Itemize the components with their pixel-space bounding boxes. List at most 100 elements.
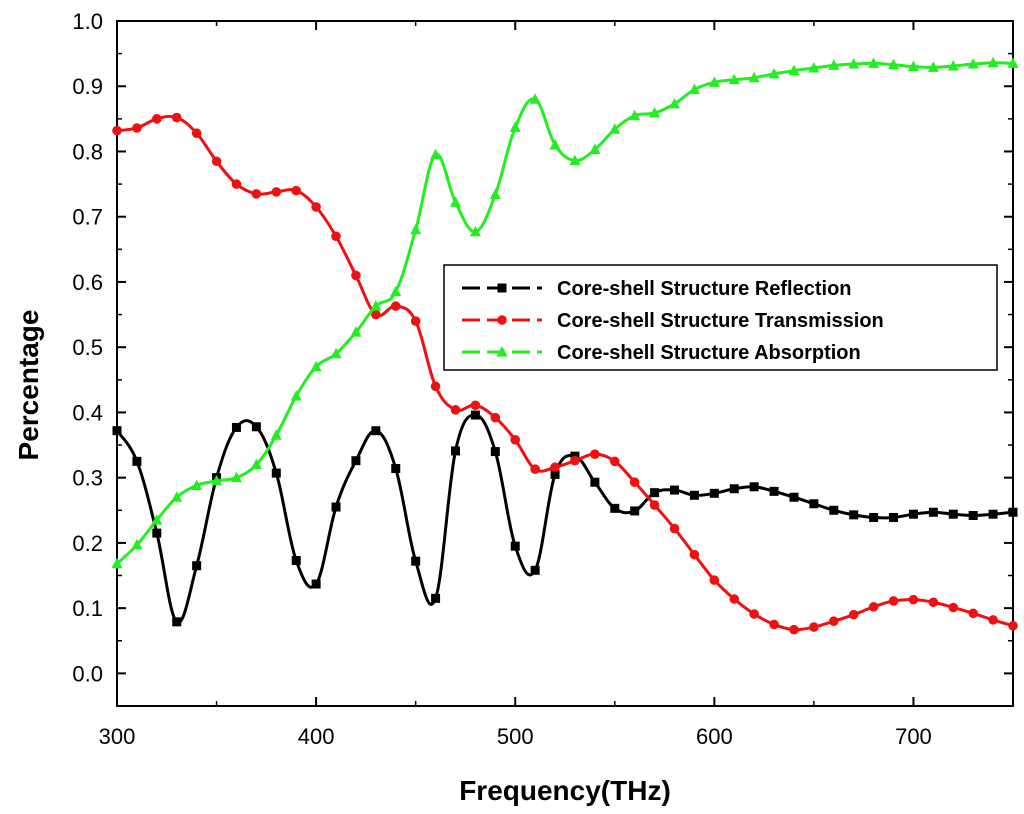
series-line-reflection: [115, 413, 1014, 624]
data-point-absorption: [151, 514, 163, 525]
data-point-absorption: [111, 557, 123, 569]
series-line-transmission: [116, 114, 1014, 632]
data-point-absorption: [768, 67, 780, 79]
data-point-reflection: [271, 468, 281, 478]
data-point-absorption: [489, 188, 501, 200]
data-point-transmission: [251, 189, 262, 199]
data-point-transmission: [291, 185, 302, 196]
data-point-transmission: [1008, 620, 1018, 631]
series-reflection: [112, 410, 1018, 627]
data-point-absorption: [748, 71, 760, 83]
data-point-reflection: [869, 512, 879, 522]
data-point-reflection: [630, 506, 640, 516]
data-point-reflection: [112, 426, 122, 436]
data-point-transmission: [669, 523, 680, 534]
data-point-transmission: [928, 597, 939, 608]
data-point-transmission: [430, 381, 441, 392]
data-point-reflection: [510, 541, 520, 551]
data-point-reflection: [490, 447, 500, 457]
data-point-transmission: [948, 602, 959, 613]
data-point-transmission: [530, 464, 540, 474]
x-tick-label: 500: [497, 724, 534, 749]
y-tick-label: 0.7: [72, 205, 103, 230]
data-point-absorption: [788, 64, 800, 76]
data-point-absorption: [828, 59, 840, 70]
data-point-reflection: [749, 482, 759, 492]
data-point-absorption: [330, 347, 342, 359]
data-point-absorption: [987, 56, 999, 68]
data-point-transmission: [351, 270, 361, 281]
y-tick-label: 1.0: [72, 9, 103, 34]
x-axis-title: Frequency(THz): [459, 775, 671, 806]
data-point-transmission: [868, 602, 879, 612]
data-point-absorption: [907, 60, 919, 72]
data-point-absorption: [808, 61, 820, 73]
data-point-transmission: [709, 575, 720, 585]
data-point-absorption: [629, 109, 641, 121]
y-axis-title: Percentage: [13, 310, 44, 461]
data-point-transmission: [331, 231, 341, 242]
data-point-absorption: [191, 479, 203, 490]
data-point-transmission: [848, 609, 859, 620]
data-point-absorption: [688, 83, 700, 94]
data-point-absorption: [131, 538, 143, 550]
data-point-absorption: [649, 106, 661, 118]
data-point-reflection: [192, 561, 202, 571]
data-point-absorption: [967, 58, 979, 69]
data-point-absorption: [250, 458, 262, 470]
data-point-transmission: [510, 435, 521, 445]
data-point-transmission: [809, 622, 819, 632]
legend-entries: [462, 283, 542, 357]
data-point-absorption: [449, 196, 461, 207]
data-point-absorption: [947, 60, 959, 71]
data-point-transmission: [729, 594, 740, 604]
data-point-absorption: [529, 93, 541, 104]
data-point-reflection: [351, 456, 361, 466]
data-point-absorption: [410, 223, 422, 235]
data-point-absorption: [310, 360, 322, 372]
data-point-transmission: [271, 187, 282, 197]
data-point-reflection: [849, 510, 859, 520]
data-point-transmission: [450, 405, 461, 415]
legend-box: [443, 264, 998, 371]
data-point-transmission: [590, 449, 600, 459]
data-point-transmission: [888, 596, 899, 606]
legend-label-absorption: Core-shell Structure Absorption: [557, 342, 861, 364]
data-point-reflection: [470, 410, 480, 420]
data-point-transmission: [988, 615, 998, 625]
legend-marker-transmission: [497, 315, 507, 325]
data-point-absorption: [509, 121, 521, 132]
x-tick-label: 300: [99, 724, 136, 749]
data-point-transmission: [112, 125, 122, 136]
data-point-absorption: [609, 123, 621, 134]
x-tick-label: 600: [696, 724, 733, 749]
data-point-transmission: [191, 128, 202, 139]
data-point-reflection: [251, 422, 261, 432]
series-layer: [111, 56, 1019, 635]
data-point-reflection: [689, 490, 699, 500]
data-point-absorption: [430, 148, 442, 160]
data-point-absorption: [888, 58, 900, 70]
data-point-transmission: [311, 202, 321, 212]
data-point-reflection: [670, 485, 680, 495]
data-point-transmission: [749, 609, 759, 619]
data-point-absorption: [549, 138, 561, 150]
data-point-reflection: [371, 426, 381, 436]
data-point-absorption: [728, 73, 740, 85]
data-point-absorption: [669, 97, 681, 109]
data-point-absorption: [390, 285, 402, 297]
series-line-absorption: [115, 61, 1014, 565]
plot-area-frame: [116, 20, 1014, 707]
data-point-reflection: [928, 507, 938, 517]
data-point-reflection: [431, 593, 441, 603]
data-point-transmission: [908, 594, 919, 605]
data-point-reflection: [908, 509, 918, 519]
y-tick-label: 0.2: [72, 531, 103, 556]
data-point-transmission: [968, 608, 978, 619]
data-point-transmission: [132, 123, 142, 133]
data-point-absorption: [230, 471, 242, 483]
y-tick-label: 0.3: [72, 466, 103, 491]
data-point-reflection: [729, 484, 739, 494]
data-point-reflection: [391, 464, 401, 474]
